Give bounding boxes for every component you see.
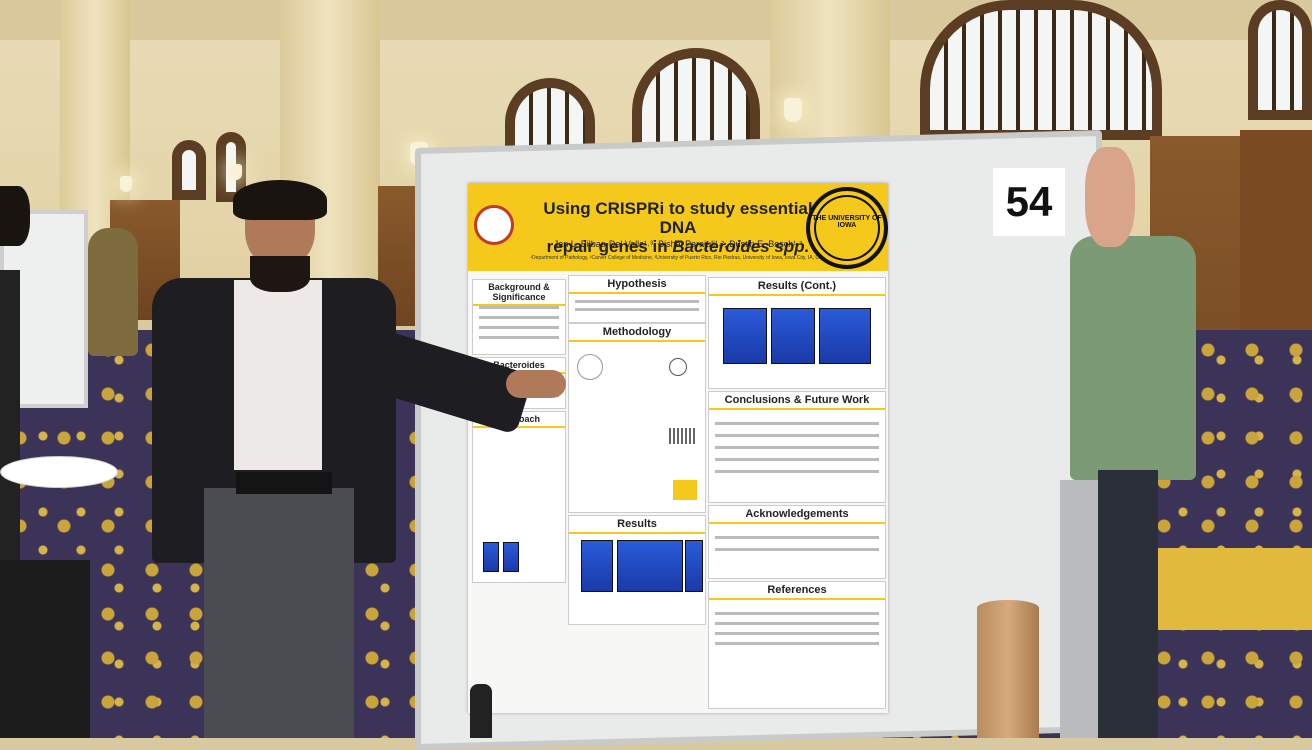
poster-authors: Jan L. Bilbao-Del Valle¹˒³, Bishal Paraj… — [553, 239, 803, 249]
section-methodology: Methodology — [568, 323, 706, 513]
poster-tube — [977, 600, 1039, 738]
section-hypothesis: Hypothesis — [568, 275, 706, 323]
food-plate — [0, 456, 118, 488]
iowa-seal-logo: THE UNIVERSITY OF IOWA — [806, 187, 888, 269]
left-attendee-pants — [0, 560, 90, 738]
left-attendee — [0, 270, 20, 570]
board-number: 54 — [993, 168, 1065, 236]
section-heading: Acknowledgements — [709, 508, 885, 524]
board-stand — [1060, 480, 1100, 738]
section-heading: Conclusions & Future Work — [709, 394, 885, 410]
observer-shirt — [1070, 236, 1196, 480]
presenter-belt — [236, 472, 332, 494]
presenter-hand — [506, 370, 566, 398]
arched-window — [920, 0, 1162, 140]
section-results-cont: Results (Cont.) — [708, 277, 886, 389]
presenter-shirt — [234, 280, 322, 470]
water-bottle — [470, 684, 492, 738]
section-background: Background & Significance — [472, 279, 566, 355]
arched-window — [1248, 0, 1312, 120]
section-heading: Results — [569, 518, 705, 534]
section-heading: References — [709, 584, 885, 600]
section-heading: Background & Significance — [473, 282, 565, 306]
poster-title: Using CRISPRi to study essential DNA rep… — [528, 199, 828, 256]
presenter-beard — [250, 256, 310, 292]
arched-window — [172, 140, 206, 200]
observer-pants — [1098, 470, 1158, 738]
section-heading: Hypothesis — [569, 278, 705, 294]
research-poster: Using CRISPRi to study essential DNA rep… — [468, 183, 888, 713]
wall-lamp — [784, 98, 802, 122]
poster-affiliations: ¹Department of Pathology, ²Carver Colleg… — [530, 255, 826, 261]
section-results: Results — [568, 515, 706, 625]
section-references: References — [708, 581, 886, 709]
section-heading: Results (Cont.) — [709, 280, 885, 296]
title-line-2: repair genes in — [546, 237, 673, 256]
observer-head — [1085, 147, 1135, 247]
presenter-hair — [233, 180, 327, 220]
poster-header: Using CRISPRi to study essential DNA rep… — [468, 183, 888, 271]
left-attendee-head — [0, 186, 30, 246]
section-conclusions: Conclusions & Future Work — [708, 391, 886, 503]
section-acknowledgements: Acknowledgements — [708, 505, 886, 579]
title-line-1: Using CRISPRi to study essential DNA — [543, 199, 813, 237]
seal-text: THE UNIVERSITY OF IOWA — [812, 215, 882, 229]
section-heading: Methodology — [569, 326, 705, 342]
carpet-border — [1140, 548, 1312, 630]
title-organism: Bacteroides spp. — [672, 237, 810, 256]
wall-lamp — [120, 176, 132, 192]
wall-lamp — [230, 164, 242, 180]
presenter-pants — [204, 488, 354, 738]
section-approach: Approach — [472, 411, 566, 583]
background-attendee — [88, 228, 138, 356]
upr-seal-logo — [474, 205, 514, 245]
